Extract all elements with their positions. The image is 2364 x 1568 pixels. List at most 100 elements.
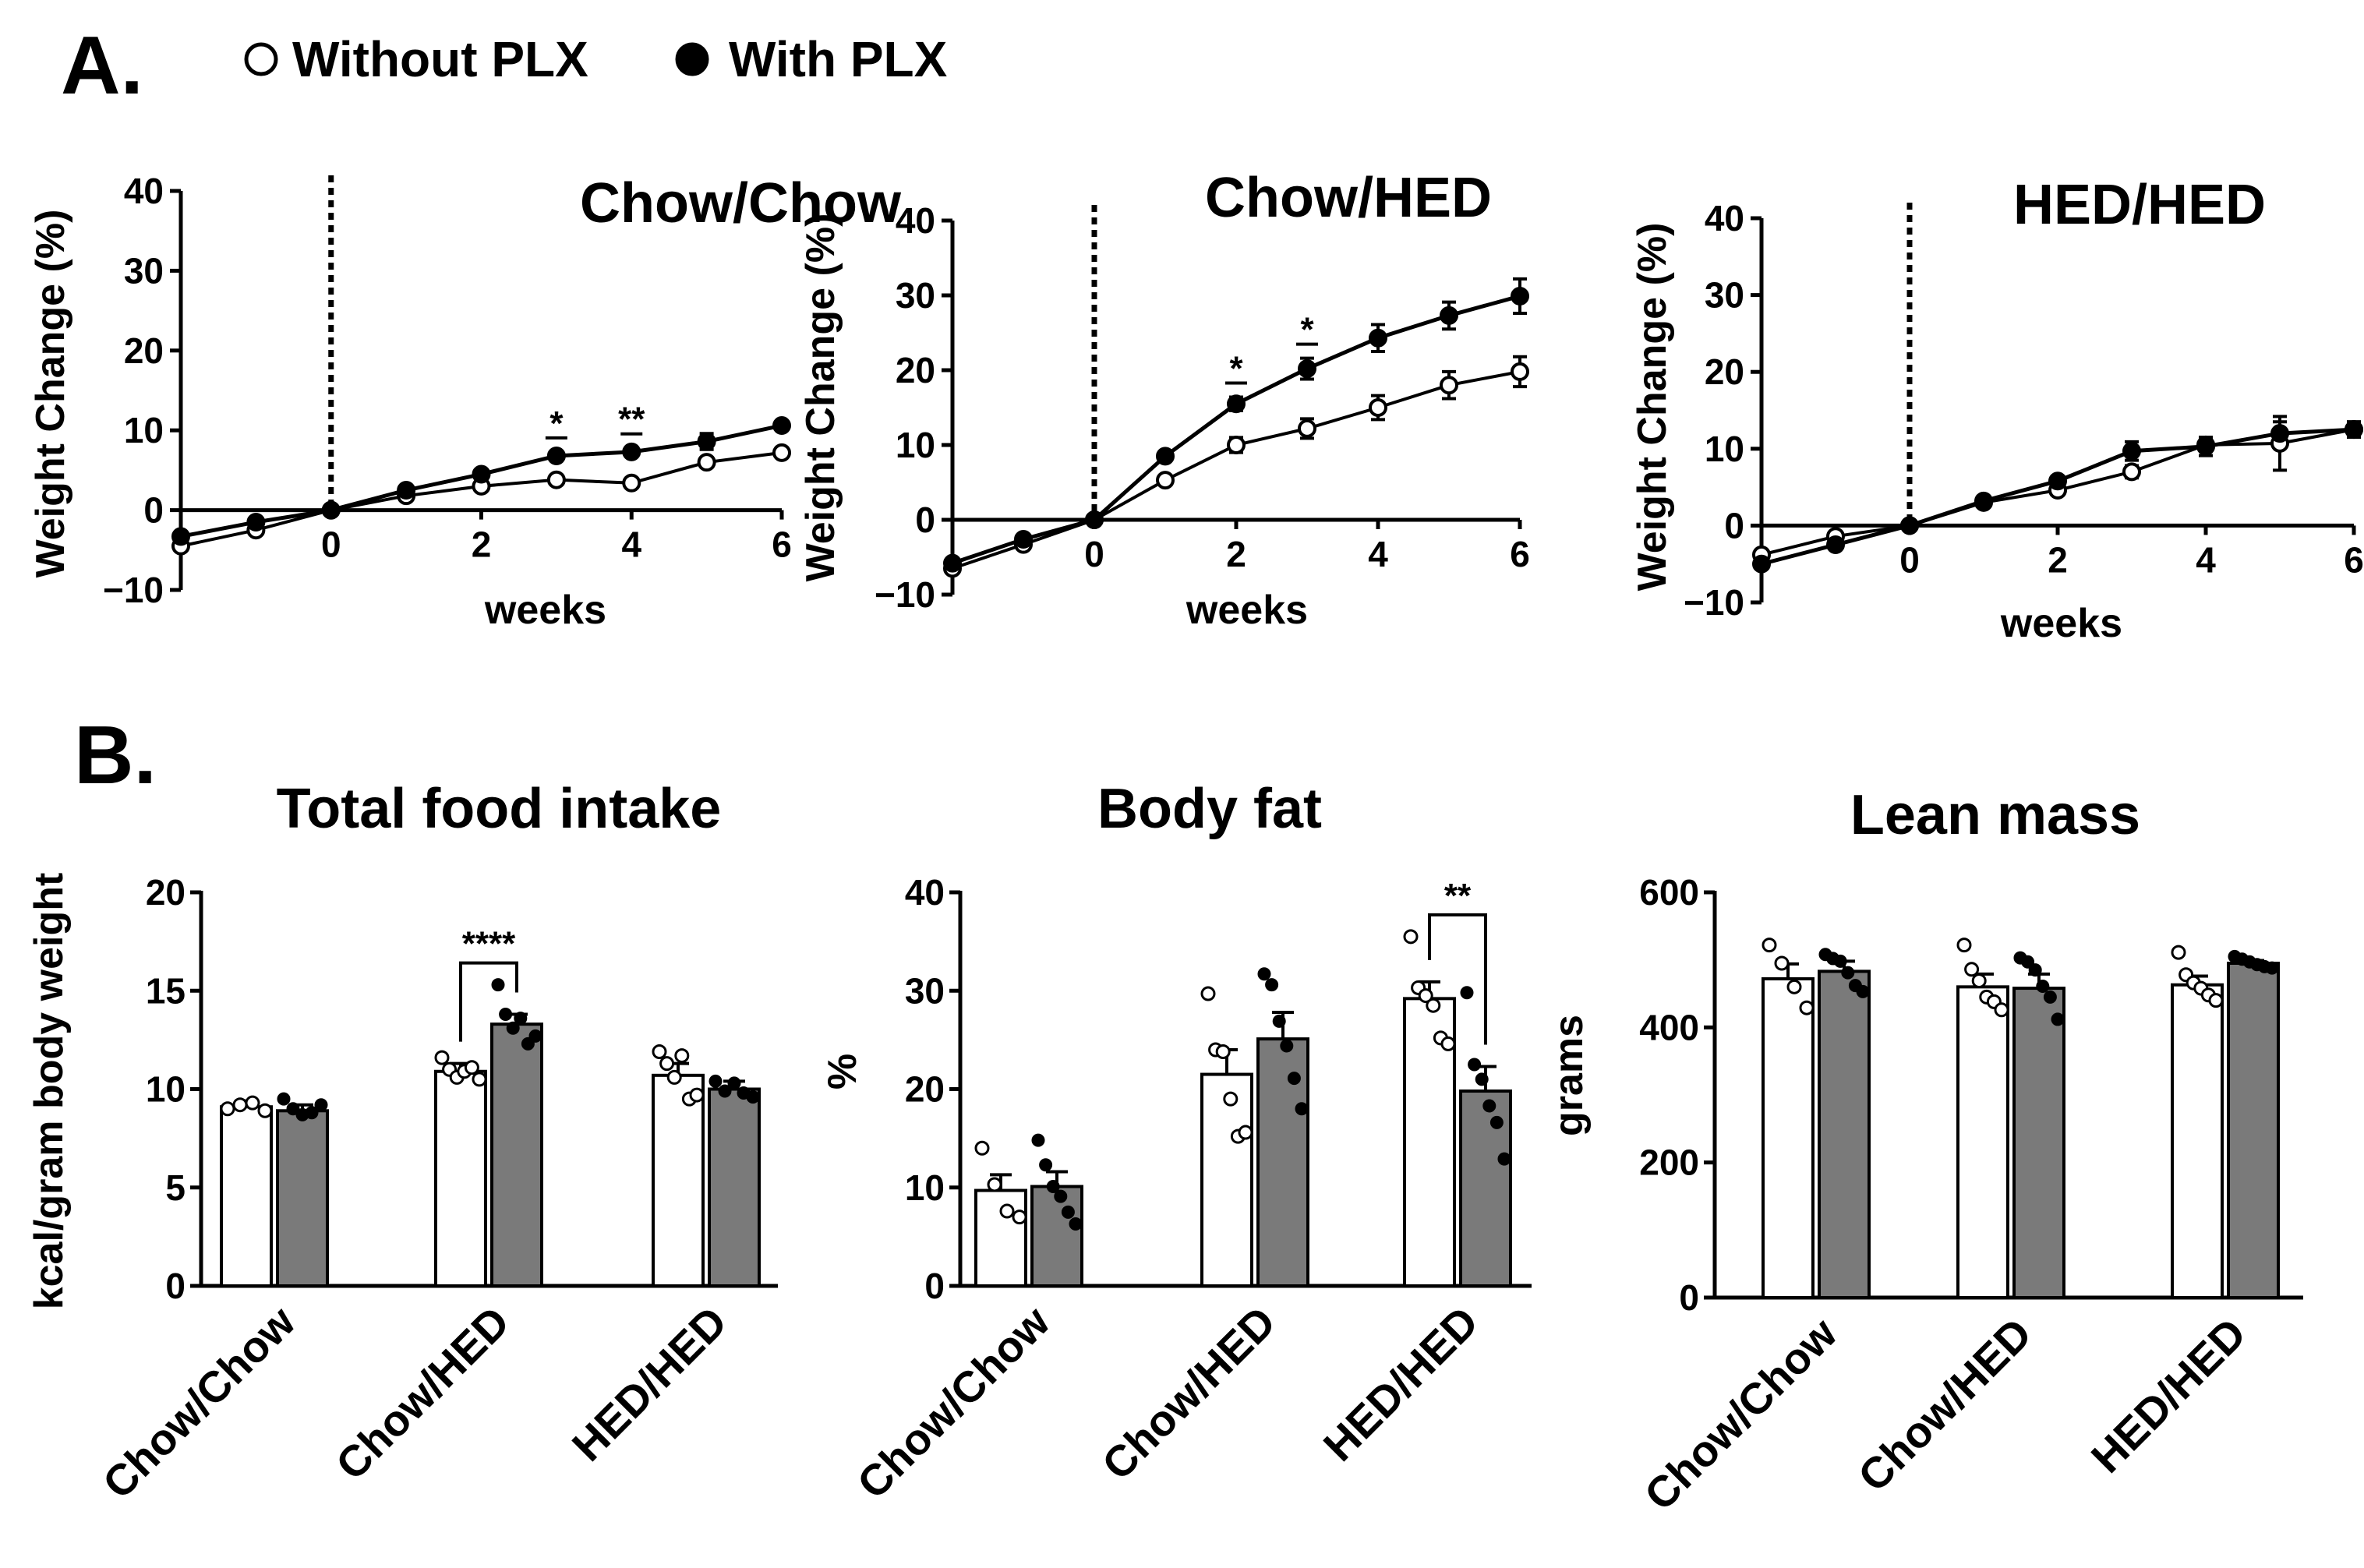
data-point-with-plx: [1826, 535, 1845, 555]
chart-title: Lean mass: [1850, 784, 2140, 846]
x-tick-label: 2: [1226, 534, 1246, 574]
x-axis-label: weeks: [1186, 588, 1308, 633]
legend-open-circle-icon: [244, 42, 278, 76]
y-tick-label: 30: [124, 250, 164, 291]
chart-weight-chow-chow: −10 0 10 20 30 40 0 2 4 6 Chow/Chow weeks Weight Cha…: [28, 171, 902, 633]
y-axis-label: Weight Change (%): [798, 214, 843, 582]
data-point-with-plx: [943, 553, 962, 573]
individual-point-with-plx: [277, 1092, 291, 1106]
y-tick-label: 30: [1705, 275, 1744, 316]
individual-point-with-plx: [1497, 1152, 1511, 1166]
individual-point-without-plx: [434, 1050, 450, 1065]
individual-point-without-plx: [1238, 1125, 1253, 1140]
individual-point-with-plx: [746, 1090, 760, 1104]
significance-stars: *: [1300, 311, 1314, 349]
individual-point-with-plx: [718, 1084, 732, 1098]
x-tick-label: 2: [2048, 539, 2068, 580]
category-label: Chow/Chow: [93, 1297, 304, 1508]
bar-without-plx: [1200, 1072, 1253, 1287]
y-tick-label: 200: [1639, 1142, 1699, 1183]
data-point-with-plx: [1440, 305, 1458, 325]
individual-point-without-plx: [472, 1072, 487, 1087]
data-point-without-plx: [1298, 418, 1316, 438]
x-tick-label: 4: [1368, 534, 1388, 574]
individual-point-without-plx: [1762, 938, 1777, 953]
individual-point-without-plx: [974, 1140, 990, 1156]
individual-point-with-plx: [1039, 1158, 1053, 1172]
significance-stars: *: [549, 404, 564, 443]
y-tick-label: 0: [924, 1266, 945, 1306]
bar-without-plx: [1956, 985, 2009, 1300]
data-point-with-plx: [171, 527, 190, 546]
individual-point-without-plx: [1964, 962, 1980, 977]
bar-without-plx: [434, 1069, 487, 1288]
individual-point-with-plx: [2028, 963, 2042, 977]
data-point-with-plx: [622, 442, 641, 461]
y-tick-label: 0: [1724, 505, 1744, 546]
individual-point-without-plx: [2208, 993, 2224, 1008]
data-point-with-plx: [472, 464, 491, 484]
data-point-without-plx: [772, 443, 791, 462]
y-tick-label: 600: [1639, 872, 1699, 913]
y-axis-label: Weight Change (%): [28, 210, 73, 578]
y-tick-label: 0: [915, 500, 935, 540]
category-label: HED/HED: [563, 1297, 737, 1471]
bar-with-plx: [2012, 987, 2065, 1299]
x-tick-label: 4: [621, 524, 641, 565]
data-point-with-plx: [1369, 328, 1387, 348]
category-label: Chow/HED: [327, 1297, 519, 1489]
legend: Without PLX With PLX: [244, 31, 948, 87]
individual-point-without-plx: [1200, 986, 1216, 1001]
data-point-with-plx: [1511, 286, 1529, 305]
y-tick-label: 40: [124, 171, 164, 211]
individual-point-without-plx: [464, 1060, 479, 1075]
data-point-with-plx: [2048, 471, 2067, 491]
y-axis-label: grams: [1546, 1015, 1592, 1136]
data-point-without-plx: [2122, 462, 2141, 482]
category-label: HED/HED: [1314, 1297, 1488, 1471]
data-point-with-plx: [1085, 510, 1104, 529]
y-tick-label: 10: [905, 1167, 945, 1208]
y-tick-label: 20: [905, 1069, 945, 1110]
data-point-with-plx: [2270, 424, 2289, 443]
data-point-with-plx: [246, 512, 266, 531]
individual-point-without-plx: [1799, 1000, 1815, 1015]
individual-point-with-plx: [491, 978, 505, 992]
individual-point-without-plx: [674, 1048, 690, 1064]
bar-with-plx: [1459, 1089, 1512, 1288]
data-point-with-plx: [546, 446, 566, 465]
bar-with-plx: [2227, 962, 2280, 1299]
y-tick-label: 30: [896, 275, 935, 316]
y-tick-label: 15: [146, 970, 186, 1011]
individual-point-with-plx: [1257, 967, 1271, 981]
significance-stars: **: [1444, 877, 1472, 915]
data-point-without-plx: [1511, 362, 1529, 381]
individual-point-with-plx: [1272, 1014, 1286, 1028]
individual-point-with-plx: [1460, 986, 1474, 1000]
individual-point-with-plx: [1856, 984, 1870, 998]
individual-point-without-plx: [1786, 979, 1802, 994]
significance-bracket: [1428, 913, 1487, 1045]
x-axis-label: weeks: [2000, 601, 2122, 646]
y-tick-label: 5: [165, 1167, 186, 1208]
bar-with-plx: [276, 1109, 329, 1288]
individual-point-with-plx: [1833, 954, 1847, 968]
individual-point-without-plx: [689, 1087, 705, 1103]
x-tick-label: 6: [2344, 539, 2364, 580]
individual-point-with-plx: [499, 1008, 513, 1022]
individual-point-without-plx: [1418, 988, 1433, 1004]
significance-stars: *: [1229, 350, 1243, 388]
y-tick-label: 20: [146, 872, 186, 913]
individual-point-with-plx: [708, 1074, 723, 1088]
category-label: Chow/Chow: [1634, 1308, 1846, 1520]
individual-point-with-plx: [286, 1102, 300, 1116]
x-tick-label: 6: [772, 524, 792, 565]
individual-point-with-plx: [1061, 1205, 1075, 1219]
bar-with-plx: [1030, 1185, 1083, 1288]
category-label: Chow/HED: [1849, 1308, 2041, 1501]
data-point-with-plx: [2122, 441, 2141, 461]
y-tick-label: 10: [146, 1069, 186, 1110]
x-tick-label: 2: [472, 524, 492, 565]
bar-with-plx: [708, 1087, 761, 1287]
